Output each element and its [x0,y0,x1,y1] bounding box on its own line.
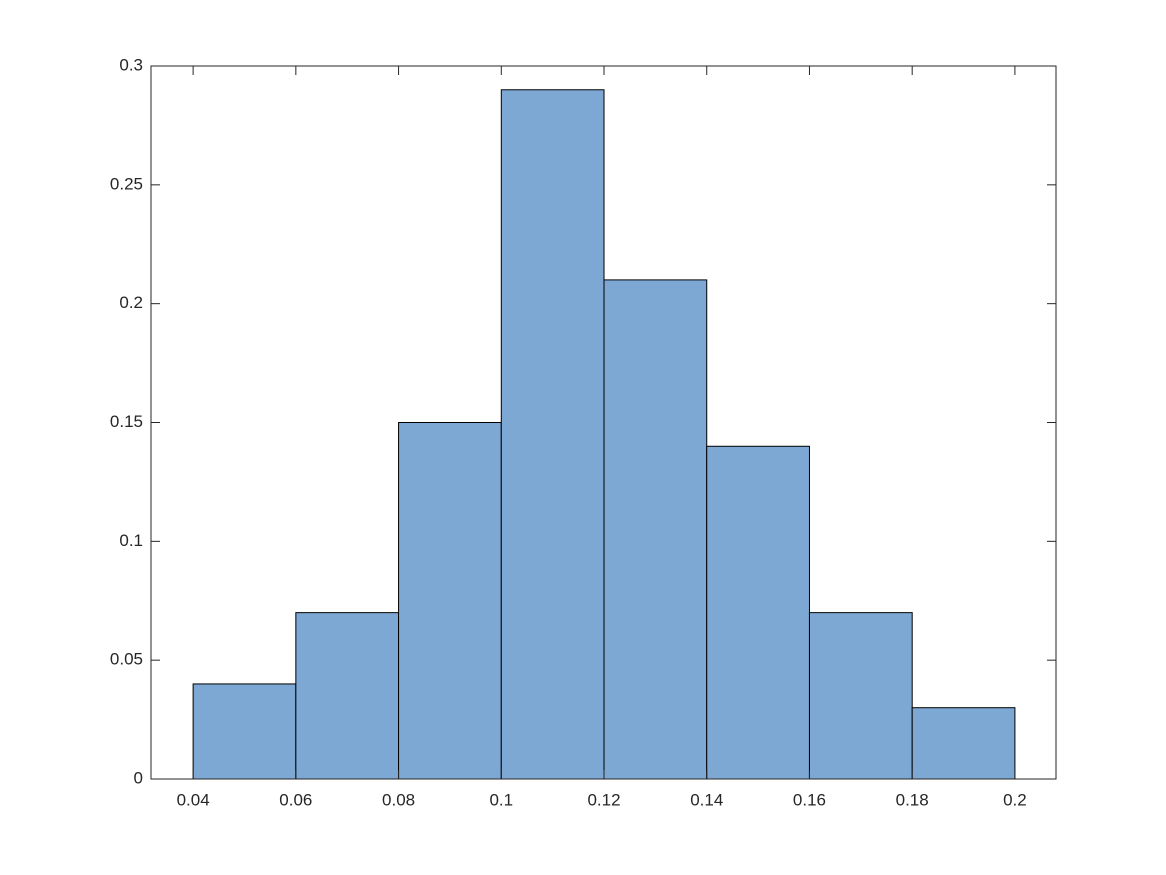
x-tick-label: 0.16 [793,790,826,809]
bar [911,707,1016,780]
y-tick-label: 0.25 [110,174,143,193]
x-tick-label: 0.12 [587,790,620,809]
y-tick-label: 0.3 [119,55,143,74]
bar [398,422,502,780]
bar [295,612,400,780]
x-tick-label: 0.06 [279,790,312,809]
bar [603,279,708,780]
x-tick-label: 0.14 [690,790,723,809]
x-tick-label: 0.1 [489,790,513,809]
y-tick-label: 0.15 [110,412,143,431]
y-tick-label: 0.2 [119,293,143,312]
bar [706,445,810,780]
y-tick-label: 0.1 [119,531,143,550]
y-tick-label: 0 [134,768,143,787]
x-tick-label: 0.18 [896,790,929,809]
x-tick-label: 0.04 [177,790,210,809]
x-tick-label: 0.08 [382,790,415,809]
x-tick-label: 0.2 [1003,790,1027,809]
bar [192,683,297,780]
bar [500,89,605,780]
y-tick-label: 0.05 [110,650,143,669]
bar [808,612,913,780]
